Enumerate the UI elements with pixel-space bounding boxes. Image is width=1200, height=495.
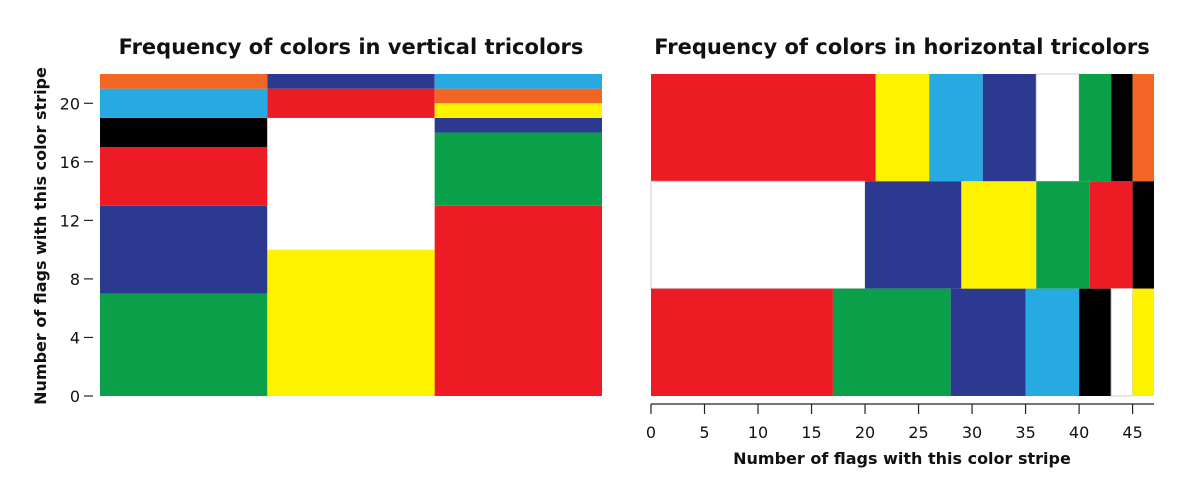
stripes-vertical [100,74,602,396]
stripe-2-red-segment [267,88,435,118]
y-tick-label: 0 [70,387,80,406]
stripe-1-green-segment [100,293,268,396]
stripe-3-orange-segment [434,88,602,104]
y-tick-label: 12 [60,211,80,230]
y-tick-label: 4 [70,328,80,347]
chart-title-vertical: Frequency of colors in vertical tricolor… [119,35,584,59]
x-tick-label: 20 [855,423,875,442]
row-3-cyan-segment [1025,288,1080,396]
stripe-3-blue-segment [434,117,602,133]
row-1-white-segment [1035,73,1080,182]
stripes-horizontal [650,73,1154,397]
row-2-yellow-segment [961,181,1037,289]
y-axis-label-vertical: Number of flags with this color stripe [31,67,50,405]
row-2-green-segment [1036,181,1090,289]
row-2-white-segment [650,180,866,290]
row-2-red-segment [1089,181,1133,289]
row-3-white-segment [1110,288,1134,397]
vertical-tricolor-chart: Frequency of colors in vertical tricolor… [31,35,602,406]
stripe-2-white-segment [267,117,435,250]
x-tick-label: 10 [748,423,768,442]
y-tick-label: 16 [60,153,80,172]
x-tick-label: 30 [962,423,982,442]
x-axis-label-horizontal: Number of flags with this color stripe [733,449,1071,468]
row-1-blue-segment [982,74,1037,182]
x-tick-label: 0 [646,423,656,442]
y-tick-label: 8 [70,270,80,289]
stripe-2-yellow-segment [267,249,435,396]
row-3-red-segment [651,288,833,396]
x-tick-label: 40 [1069,423,1089,442]
x-tick-label: 35 [1015,423,1035,442]
row-3-yellow-segment [1132,288,1154,396]
row-1-orange-segment [1132,74,1154,182]
row-1-black-segment [1111,74,1133,182]
chart-title-horizontal: Frequency of colors in horizontal tricol… [654,35,1149,59]
x-tick-label: 15 [801,423,821,442]
stripe-1-cyan-segment [100,88,268,118]
stripe-3-cyan-segment [434,74,602,89]
stripe-2-blue-segment [267,74,435,89]
y-tick-label: 20 [60,94,80,113]
row-1-green-segment [1079,74,1112,182]
row-1-cyan-segment [929,74,983,182]
y-axis-vertical: 0 4 8 12 16 20 [60,94,93,406]
x-tick-label: 5 [699,423,709,442]
row-3-blue-segment [950,288,1026,396]
stripe-1-blue-segment [100,205,268,294]
row-3-green-segment [832,288,951,396]
stripe-1-red-segment [100,147,268,206]
stripe-3-yellow-segment [434,103,602,118]
row-3-black-segment [1079,288,1112,396]
stripe-3-green-segment [434,132,602,206]
x-tick-label: 25 [908,423,928,442]
x-axis-horizontal: 0 5 10 15 20 25 30 35 40 45 [646,403,1154,442]
row-2-black-segment [1132,181,1154,289]
row-2-blue-segment [865,181,962,289]
stripe-1-black-segment [100,117,268,148]
row-1-yellow-segment [875,74,930,182]
stripe-3-red-segment [434,205,602,396]
row-1-red-segment [651,74,876,182]
stripe-1-orange-segment [100,74,268,89]
x-tick-label: 45 [1122,423,1142,442]
horizontal-tricolor-chart: Frequency of colors in horizontal tricol… [646,35,1154,468]
